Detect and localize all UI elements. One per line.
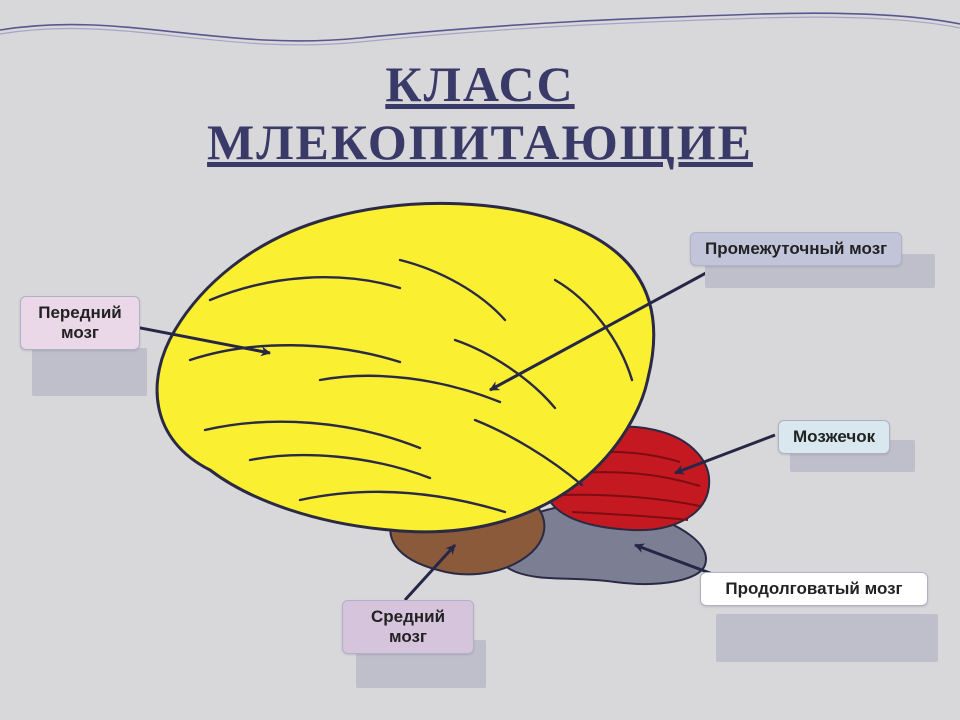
label-cerebellum: Мозжечок bbox=[778, 420, 890, 454]
label-shadow bbox=[32, 348, 147, 396]
label-midbrain: Средний мозг bbox=[342, 600, 474, 654]
slide: { "canvas": { "width": 960, "height": 72… bbox=[0, 0, 960, 720]
label-forebrain: Передний мозг bbox=[20, 296, 140, 350]
forebrain-shape bbox=[157, 203, 654, 531]
label-shadow bbox=[716, 614, 938, 662]
label-medulla: Продолговатый мозг bbox=[700, 572, 928, 606]
label-diencephalon: Промежуточный мозг bbox=[690, 232, 902, 266]
